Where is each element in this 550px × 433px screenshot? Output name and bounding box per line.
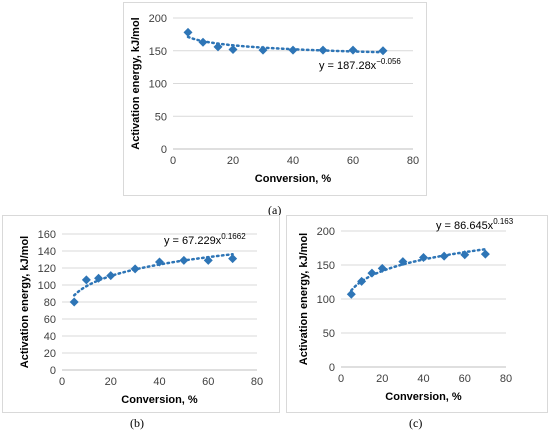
y-tick-label: 100 bbox=[317, 294, 335, 306]
chart-a-plot: 0 50 100 150 200 0 20 40 60 80 Conversion, % Activa… bbox=[130, 13, 419, 185]
x-tick-label: 0 bbox=[170, 155, 176, 167]
chart-panel-b: 0 20 40 60 80 100 120 140 160 0 20 40 60 80 Conversion… bbox=[2, 215, 280, 413]
data-point bbox=[213, 42, 223, 52]
data-point bbox=[198, 37, 208, 47]
x-tick-label: 40 bbox=[417, 373, 429, 385]
y-tick-label: 0 bbox=[161, 144, 167, 156]
data-point bbox=[94, 273, 104, 283]
y-tick-label: 50 bbox=[155, 111, 167, 123]
data-point bbox=[288, 45, 298, 55]
data-point bbox=[179, 255, 189, 265]
x-tick-label: 0 bbox=[59, 376, 65, 388]
data-point bbox=[367, 268, 377, 278]
y-tick-label: 200 bbox=[317, 226, 335, 238]
y-tick-label: 120 bbox=[38, 263, 56, 275]
data-point bbox=[377, 263, 387, 273]
y-tick-label: 50 bbox=[323, 328, 335, 340]
chart-b-svg: 0 20 40 60 80 100 120 140 160 0 20 40 60 80 Conversion… bbox=[2, 215, 280, 413]
chart-a-svg: 0 50 100 150 200 0 20 40 60 80 Conversion, % Activa… bbox=[123, 2, 427, 196]
y-tick-label: 40 bbox=[44, 331, 56, 343]
y-tick-label: 0 bbox=[329, 362, 335, 374]
data-point bbox=[346, 289, 356, 299]
chart-b-frame bbox=[2, 215, 280, 413]
data-point bbox=[460, 250, 470, 260]
y-tick-label: 80 bbox=[44, 297, 56, 309]
y-tick-label: 200 bbox=[149, 13, 167, 25]
x-tick-label: 0 bbox=[338, 373, 344, 385]
x-tick-label: 40 bbox=[153, 376, 165, 388]
equation-base: y = 187.28x bbox=[319, 60, 377, 72]
data-point bbox=[439, 251, 449, 261]
x-axis-title: Conversion, % bbox=[121, 394, 198, 406]
data-point bbox=[228, 44, 238, 54]
data-point bbox=[69, 297, 79, 307]
caption-b: (b) bbox=[130, 416, 144, 430]
x-tick-label: 60 bbox=[347, 155, 359, 167]
chart-panel-c: 0 50 100 150 200 0 20 40 60 80 Conversion, % Activa… bbox=[286, 215, 548, 413]
y-tick-label: 160 bbox=[38, 229, 56, 241]
y-tick-label: 150 bbox=[317, 260, 335, 272]
data-point bbox=[130, 264, 140, 274]
data-point bbox=[378, 46, 388, 56]
y-tick-label: 100 bbox=[149, 79, 167, 91]
y-tick-label: 0 bbox=[50, 365, 56, 377]
data-point bbox=[155, 257, 164, 267]
x-tick-label: 20 bbox=[105, 376, 117, 388]
y-tick-label: 140 bbox=[38, 246, 56, 258]
equation-exponent: −0.056 bbox=[376, 57, 401, 66]
data-point bbox=[106, 271, 116, 281]
trendline-equation: y = 187.28x−0.056 bbox=[319, 57, 401, 72]
chart-c-svg: 0 50 100 150 200 0 20 40 60 80 Conversion, % Activa… bbox=[286, 215, 548, 413]
x-tick-label: 20 bbox=[227, 155, 239, 167]
x-tick-label: 40 bbox=[287, 155, 299, 167]
x-tick-label: 80 bbox=[251, 376, 263, 388]
data-point bbox=[81, 275, 91, 285]
equation-base: y = 67.229x bbox=[164, 235, 222, 247]
caption-c: (c) bbox=[409, 416, 423, 430]
data-point bbox=[258, 45, 268, 55]
y-axis-title: Activation energy, kJ/mol bbox=[19, 236, 31, 368]
x-tick-label: 80 bbox=[500, 373, 512, 385]
data-point bbox=[318, 45, 328, 55]
y-axis-title: Activation energy, kJ/mol bbox=[130, 17, 142, 149]
data-point bbox=[348, 45, 358, 55]
equation-exponent: 0.163 bbox=[493, 217, 514, 226]
chart-panel-a: 0 50 100 150 200 0 20 40 60 80 Conversion, % Activa… bbox=[123, 2, 427, 196]
trendline-equation: y = 86.645x0.163 bbox=[436, 217, 514, 232]
x-tick-label: 60 bbox=[459, 373, 471, 385]
chart-b-plot: 0 20 40 60 80 100 120 140 160 0 20 40 60 80 Conversion… bbox=[19, 229, 263, 406]
y-tick-label: 100 bbox=[38, 280, 56, 292]
x-tick-label: 60 bbox=[202, 376, 214, 388]
data-point bbox=[357, 276, 367, 286]
y-tick-label: 20 bbox=[44, 348, 56, 360]
trendline-equation: y = 67.229x0.1662 bbox=[164, 232, 246, 247]
data-point bbox=[419, 253, 428, 263]
caption-a: (a) bbox=[268, 203, 282, 217]
x-tick-label: 20 bbox=[376, 373, 388, 385]
data-point bbox=[398, 257, 408, 267]
y-tick-label: 60 bbox=[44, 314, 56, 326]
y-axis-title: Activation energy, kJ/mol bbox=[298, 233, 310, 365]
x-tick-label: 80 bbox=[407, 155, 419, 167]
data-point bbox=[203, 255, 213, 265]
chart-c-plot: 0 50 100 150 200 0 20 40 60 80 Conversion, % Activa… bbox=[298, 217, 514, 403]
equation-base: y = 86.645x bbox=[436, 220, 494, 232]
chart-a-frame bbox=[123, 2, 427, 196]
equation-exponent: 0.1662 bbox=[221, 232, 246, 241]
data-point bbox=[480, 249, 490, 259]
x-axis-title: Conversion, % bbox=[255, 173, 332, 185]
chart-c-frame bbox=[286, 215, 548, 413]
x-axis-title: Conversion, % bbox=[385, 391, 462, 403]
data-point bbox=[183, 27, 193, 37]
data-point bbox=[228, 254, 238, 264]
y-tick-label: 150 bbox=[149, 46, 167, 58]
